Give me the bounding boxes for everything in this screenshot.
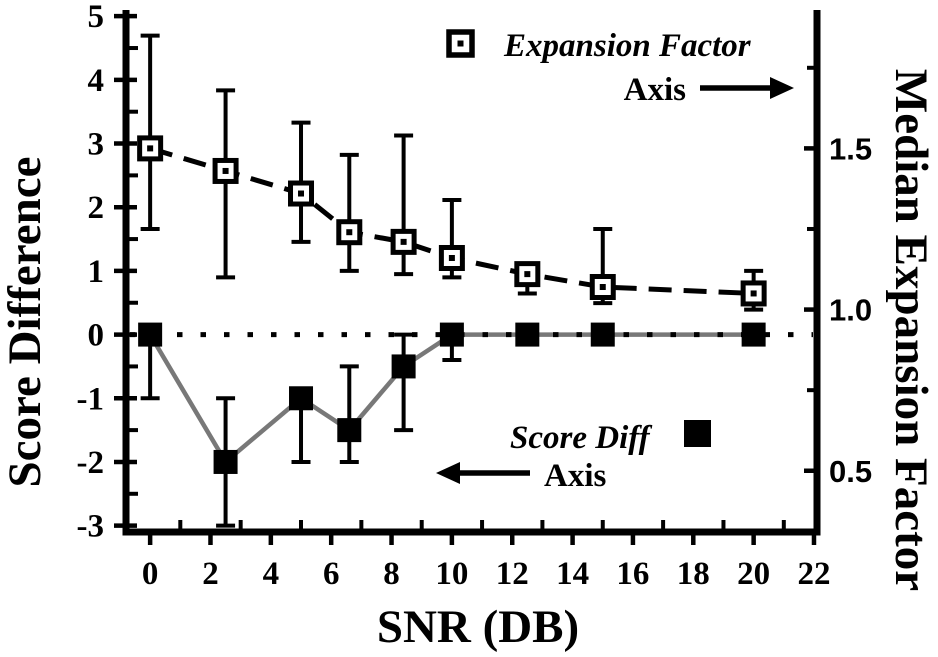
x-tick-label: 4 xyxy=(263,556,280,592)
x-tick-label: 6 xyxy=(323,556,340,592)
x-tick-label: 16 xyxy=(616,556,649,592)
left-tick-label: 4 xyxy=(88,63,105,99)
score-diff-marker xyxy=(439,322,464,347)
x-axis: 0 2 4 6 8 10 12 14 16 18 20 22 xyxy=(142,520,830,592)
legend-expansion-factor: Expansion Factor Axis xyxy=(446,28,794,108)
right-axis-title: Median Expansion Factor xyxy=(885,69,937,591)
right-tick-label: 1.0 xyxy=(829,293,872,328)
left-axis-title: Score Difference xyxy=(0,156,51,487)
left-tick-label: -1 xyxy=(77,381,105,417)
expansion-factor-marker-dot xyxy=(400,238,407,245)
expansion-factor-marker-dot xyxy=(448,254,455,261)
x-axis-title: SNR (DB) xyxy=(377,601,579,653)
expansion-factor-marker-dot xyxy=(346,229,353,236)
score-diff-legend-marker-icon xyxy=(684,420,711,447)
left-tick-label: 1 xyxy=(88,254,105,290)
expansion-factor-marker-dot xyxy=(524,271,531,278)
legend-score-diff: Score Diff Axis xyxy=(436,420,711,494)
left-tick-label: -3 xyxy=(77,509,105,545)
x-tick-label: 12 xyxy=(496,556,529,592)
score-diff-marker xyxy=(741,322,766,347)
left-axis: 5 4 3 2 1 0 -1 -2 -3 xyxy=(77,0,138,545)
score-diff-marker xyxy=(515,322,540,347)
score-diff-marker xyxy=(590,322,615,347)
left-tick-label: 3 xyxy=(88,127,105,163)
x-tick-label: 14 xyxy=(556,556,589,592)
left-arrow-head xyxy=(436,462,460,484)
left-tick-label: 5 xyxy=(88,0,105,35)
x-tick-label: 20 xyxy=(737,556,770,592)
markers xyxy=(137,135,767,474)
score-diff-marker xyxy=(337,418,362,443)
expansion-factor-marker-dot xyxy=(147,145,154,152)
score-diff-marker xyxy=(213,449,238,474)
score-diff-axis-caption: Axis xyxy=(544,458,607,494)
x-tick-label: 22 xyxy=(797,556,830,592)
expansion-factor-axis-caption: Axis xyxy=(624,72,687,108)
right-tick-label: 1.5 xyxy=(829,131,872,166)
right-arrow-icon xyxy=(700,77,794,99)
x-tick-label: 10 xyxy=(435,556,468,592)
x-tick-label: 8 xyxy=(383,556,400,592)
x-tick-label: 0 xyxy=(142,556,159,592)
score-diff-marker xyxy=(289,386,314,411)
right-tick-label: 0.5 xyxy=(829,454,872,489)
expansion-factor-legend-label: Expansion Factor xyxy=(503,28,752,64)
left-tick-label: 2 xyxy=(88,190,105,226)
score-diff-marker xyxy=(391,354,416,379)
expansion-factor-legend-marker-dot xyxy=(457,40,464,47)
left-tick-label: -2 xyxy=(77,445,105,481)
right-axis: 1.5 1.0 0.5 xyxy=(804,65,872,489)
left-arrow-icon xyxy=(436,462,530,484)
expansion-factor-marker-dot xyxy=(750,290,757,297)
x-tick-label: 2 xyxy=(202,556,219,592)
x-tick-label: 18 xyxy=(677,556,710,592)
expansion-factor-marker-dot xyxy=(599,284,606,291)
score-diff-marker xyxy=(138,322,163,347)
expansion-factor-marker-dot xyxy=(222,167,229,174)
score-diff-legend-label: Score Diff xyxy=(510,420,653,456)
right-arrow-head xyxy=(770,77,794,99)
left-tick-label: 0 xyxy=(88,318,105,354)
expansion-factor-marker-dot xyxy=(298,190,305,197)
